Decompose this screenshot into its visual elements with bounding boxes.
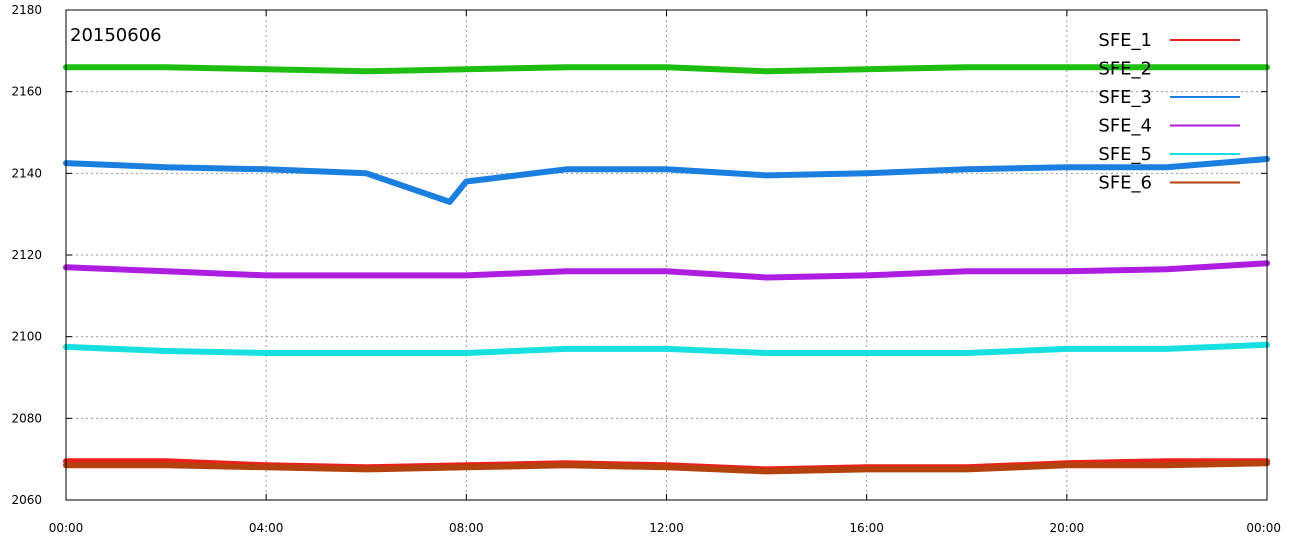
x-tick-label: 20:00: [1050, 521, 1085, 535]
date-annotation: 20150606: [70, 25, 162, 46]
series-line-sfe_6: [63, 460, 1270, 475]
y-tick-label: 2100: [11, 330, 42, 344]
x-tick-label: 00:00: [49, 521, 84, 535]
legend-label: SFE_4: [1098, 116, 1152, 137]
x-tick-label: 16:00: [849, 521, 884, 535]
series-line-sfe_4: [63, 260, 1270, 281]
legend-label: SFE_3: [1098, 87, 1152, 108]
y-tick-label: 2120: [11, 248, 42, 262]
x-tick-label: 00:00: [1246, 521, 1281, 535]
x-tick-label: 04:00: [249, 521, 284, 535]
y-axis-ticks: 2060 2080 2100 2120 2140 2160 2180: [11, 3, 1267, 507]
legend-label: SFE_6: [1098, 173, 1152, 194]
series-line-sfe_2: [63, 64, 1270, 75]
legend-label: SFE_2: [1098, 59, 1152, 80]
y-tick-label: 2060: [11, 493, 42, 507]
series-line-sfe_5: [63, 341, 1270, 356]
series-line-sfe_3: [63, 156, 1270, 205]
y-tick-label: 2160: [11, 85, 42, 99]
x-tick-label: 08:00: [449, 521, 484, 535]
y-tick-label: 2180: [11, 3, 42, 17]
grid: [66, 10, 1267, 500]
series-layer: [63, 64, 1270, 475]
y-tick-label: 2080: [11, 411, 42, 425]
legend: SFE_1 SFE_2 SFE_3 SFE_4 SFE_5 SFE_6: [1098, 30, 1240, 194]
x-axis-ticks: 00:00 04:00 08:00 12:00 16:00 20:00 00:00: [49, 10, 1281, 535]
legend-label: SFE_5: [1098, 144, 1152, 165]
legend-label: SFE_1: [1098, 30, 1152, 51]
x-tick-label: 12:00: [649, 521, 684, 535]
y-tick-label: 2140: [11, 166, 42, 180]
